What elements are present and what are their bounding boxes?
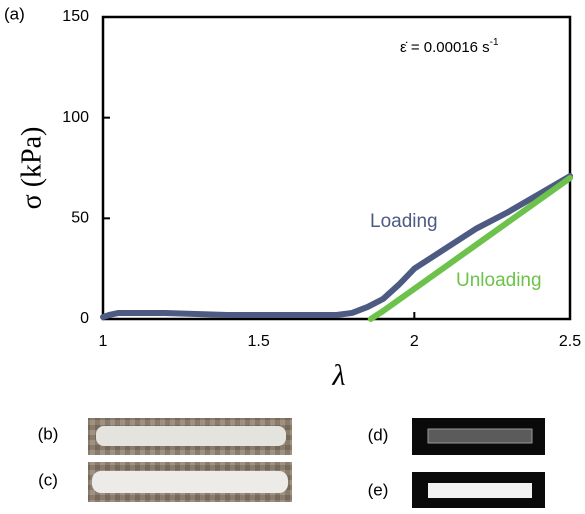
annotation: ε̇ = 0.00016 s-1 [400, 37, 499, 56]
x-tick-label: 2.5 [559, 333, 581, 350]
plot-frame [101, 15, 572, 321]
x-tick-label: 2 [410, 333, 419, 350]
photo-label: (e) [368, 480, 389, 499]
photo-label: (d) [368, 425, 389, 444]
annotation-text: ε̇ = 0.00016 s [400, 39, 490, 56]
panel-label: (a) [4, 4, 25, 23]
x-tick-label: 1.5 [248, 333, 270, 350]
series-label: Loading [370, 211, 438, 232]
series-line [367, 175, 573, 322]
annotation-superscript: -1 [490, 37, 499, 48]
photo-c-sample [92, 471, 288, 493]
y-tick-label: 50 [71, 210, 89, 227]
photo-label: (b) [38, 424, 59, 443]
series-line [100, 173, 573, 320]
photo-d-sample [427, 428, 533, 444]
photo-b-sample [96, 426, 286, 446]
series-label: Unloading [456, 270, 542, 291]
y-tick-label: 100 [62, 109, 89, 126]
y-tick-label: 150 [62, 8, 89, 25]
photo-e-sample [428, 483, 532, 498]
x-axis-label: λ [332, 359, 346, 392]
photo-label: (c) [38, 470, 58, 489]
y-tick-label: 0 [80, 310, 89, 327]
y-axis-label: σ (kPa) [16, 127, 47, 210]
x-tick-label: 1 [99, 333, 108, 350]
